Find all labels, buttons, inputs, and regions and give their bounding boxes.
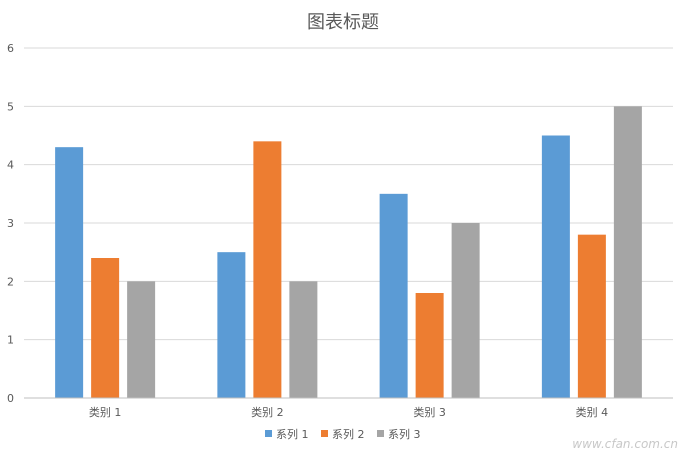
legend-swatch-series-1: [265, 430, 272, 437]
bar-series-1-cat-4: [541, 135, 570, 398]
bar-series-2-cat-1: [91, 258, 120, 398]
watermark-text: www.cfan.com.cn: [572, 437, 678, 451]
bar-series-3-cat-2: [289, 281, 318, 398]
y-tick-label: 0: [7, 392, 14, 405]
bar-series-1-cat-2: [217, 252, 246, 398]
x-tick-label: 类别 3: [413, 405, 446, 419]
y-tick-label: 2: [7, 275, 14, 288]
x-tick-label: 类别 1: [89, 405, 122, 419]
bar-series-2-cat-2: [253, 141, 282, 399]
legend: 系列 1 系列 2 系列 3: [265, 427, 421, 441]
bar-series-3-cat-1: [127, 281, 156, 398]
legend-label-series-1: 系列 1: [276, 427, 309, 441]
y-tick-label: 5: [7, 100, 14, 113]
y-tick-label: 4: [7, 159, 14, 172]
bar-series-3-cat-4: [613, 106, 642, 398]
gridlines: [24, 47, 673, 341]
bar-series-3-cat-3: [451, 223, 480, 398]
x-tick-label: 类别 4: [576, 405, 609, 419]
legend-label-series-3: 系列 3: [388, 427, 421, 441]
x-tick-label: 类别 2: [251, 405, 284, 419]
y-axis-ticks: 0 1 2 3 4 5 6: [7, 42, 14, 405]
bar-series-1-cat-3: [379, 193, 408, 398]
y-tick-label: 6: [7, 42, 14, 55]
legend-swatch-series-2: [321, 430, 328, 437]
x-axis-labels: 类别 1 类别 2 类别 3 类别 4: [89, 405, 608, 419]
legend-label-series-2: 系列 2: [332, 427, 365, 441]
bars: [55, 106, 642, 399]
y-tick-label: 1: [7, 334, 14, 347]
y-tick-label: 3: [7, 217, 14, 230]
bar-series-1-cat-1: [55, 147, 84, 398]
bar-series-2-cat-3: [415, 293, 444, 398]
legend-swatch-series-3: [377, 430, 384, 437]
bar-series-2-cat-4: [577, 234, 606, 398]
chart-title: 图表标题: [307, 12, 379, 33]
